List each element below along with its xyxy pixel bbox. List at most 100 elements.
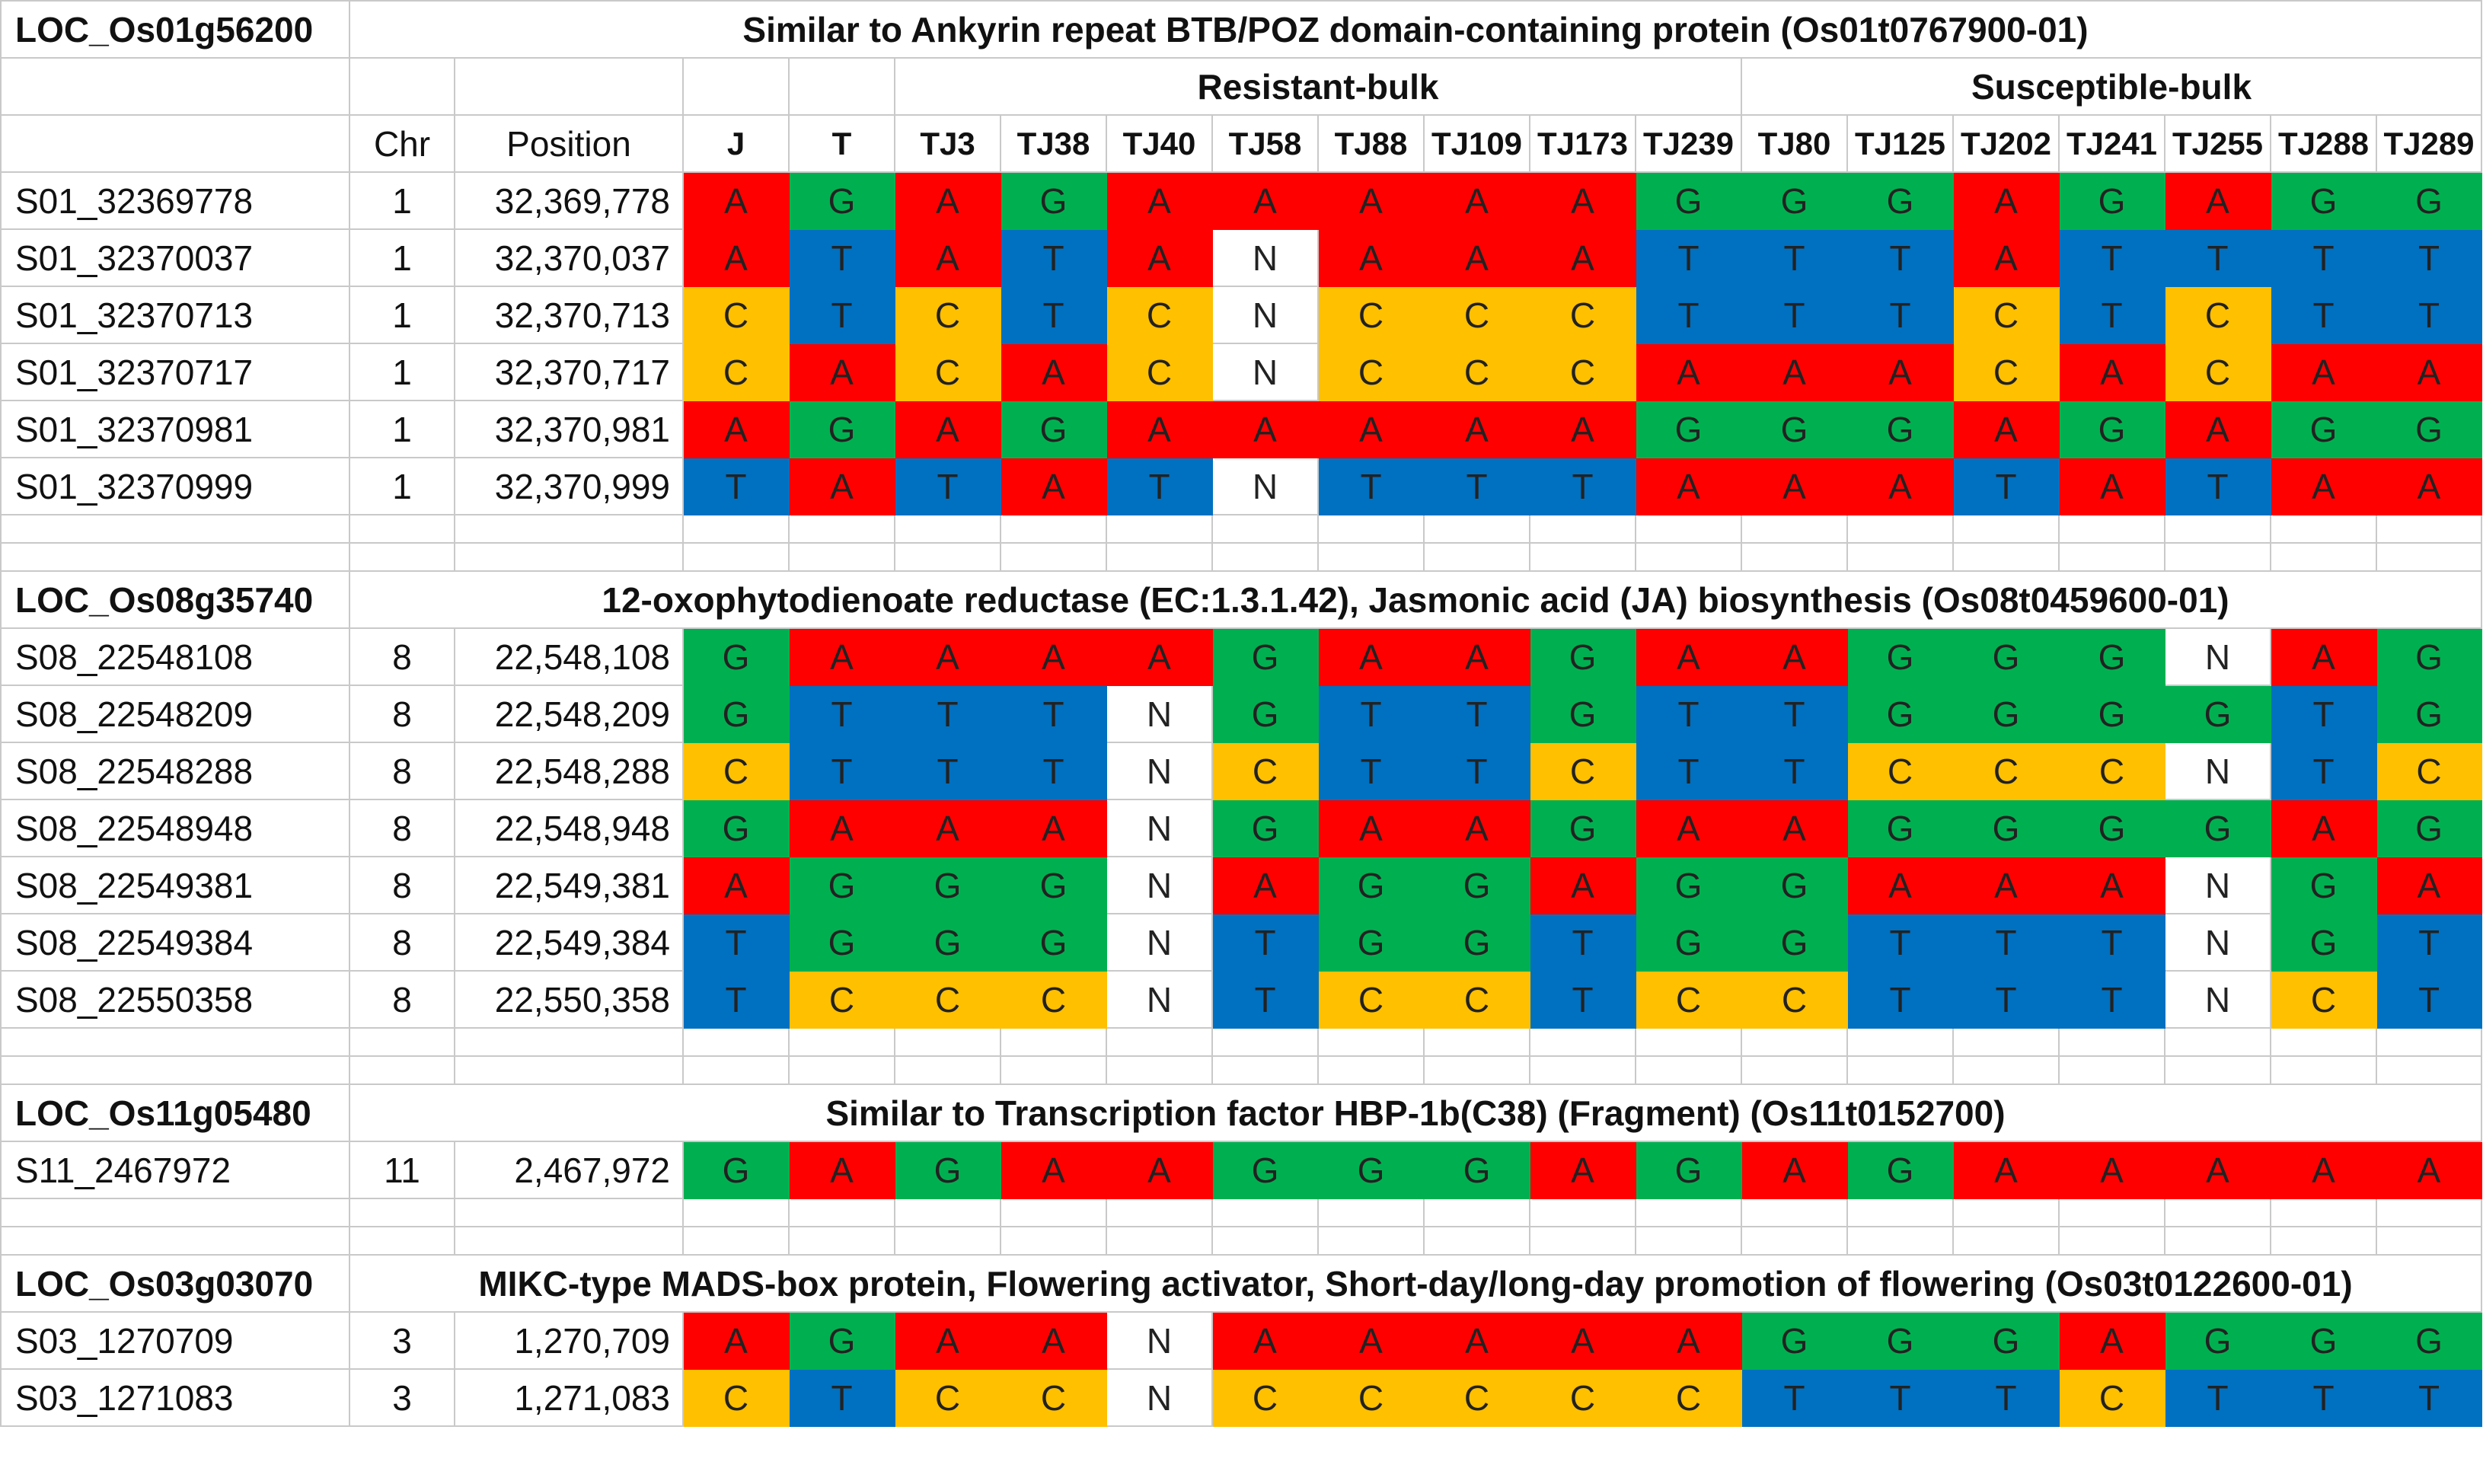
genotype-cell: A — [682, 400, 790, 458]
empty-cell — [1741, 1027, 1848, 1057]
genotype-cell: G — [788, 856, 895, 914]
genotype-cell: G — [2376, 799, 2482, 857]
empty-cell — [349, 1198, 455, 1227]
position-header: Position — [454, 114, 684, 173]
gene-header-row: LOC_Os01g56200 Similar to Ankyrin repeat … — [0, 0, 2482, 59]
genotype-cell: C — [894, 1368, 1001, 1427]
genotype-cell: T — [1846, 913, 1954, 972]
empty-cell — [1846, 514, 1954, 544]
genotype-cell: T — [2270, 1368, 2377, 1427]
gene-description: MIKC-type MADS-box protein, Flowering ac… — [349, 1254, 2482, 1313]
gene-header-row: LOC_Os08g35740 12-oxophytodienoate reduct… — [0, 570, 2482, 629]
genotype-cell: N — [2164, 627, 2271, 686]
genotype-cell: A — [1106, 171, 1213, 230]
snp-id: S08_22549381 — [0, 856, 350, 914]
empty-cell — [454, 57, 684, 116]
empty-cell — [1635, 1198, 1742, 1227]
empty-cell — [1952, 542, 2060, 572]
sample-header: TJ173 — [1529, 114, 1636, 173]
chromosome: 1 — [349, 286, 455, 344]
genotype-cell: C — [2164, 343, 2271, 401]
snp-row: S08_22549381 8 22,549,381 A G G G N A G G A G G A A A N G A — [0, 856, 2482, 914]
empty-cell — [788, 514, 895, 544]
genotype-cell: C — [1211, 1368, 1319, 1427]
empty-cell — [1211, 542, 1319, 572]
genotype-cell: G — [1423, 856, 1530, 914]
empty-cell — [2164, 1027, 2271, 1057]
genotype-cell: G — [682, 1141, 790, 1199]
genotype-cell: G — [1846, 799, 1954, 857]
snp-row: S01_32370999 1 32,370,999 T A T A T N T T T A A A T A T A A — [0, 457, 2482, 515]
genotype-cell: A — [1317, 400, 1425, 458]
empty-cell — [894, 1055, 1001, 1085]
sample-header: TJ288 — [2270, 114, 2377, 173]
table-body: LOC_Os01g56200 Similar to Ankyrin repeat … — [0, 0, 2482, 1427]
genotype-cell: C — [1952, 742, 2060, 800]
chromosome: 3 — [349, 1368, 455, 1427]
genotype-cell: G — [1211, 685, 1319, 743]
empty-cell — [1106, 542, 1213, 572]
genotype-cell: G — [1952, 1311, 2060, 1370]
genotype-cell: A — [894, 1311, 1001, 1370]
genotype-cell: G — [1529, 799, 1636, 857]
empty-cell — [1741, 1055, 1848, 1085]
genotype-cell: T — [1317, 742, 1425, 800]
genotype-cell: T — [1423, 457, 1530, 515]
genotype-cell: T — [1211, 913, 1319, 972]
position: 22,549,384 — [454, 913, 684, 972]
genotype-cell: A — [1741, 343, 1848, 401]
genotype-cell: A — [894, 627, 1001, 686]
genotype-cell: G — [2058, 799, 2165, 857]
column-header-row: Chr Position J T TJ3 TJ38 TJ40 TJ58 TJ88 TJ109 TJ1… — [0, 114, 2482, 173]
genotype-cell: G — [788, 171, 895, 230]
snp-row: S08_22550358 8 22,550,358 T C C C N T C C T C C T T T N C T — [0, 970, 2482, 1029]
snp-id: S08_22549384 — [0, 913, 350, 972]
chromosome: 8 — [349, 913, 455, 972]
genotype-cell: T — [1423, 685, 1530, 743]
genotype-cell: G — [1317, 913, 1425, 972]
group-header-row: Resistant-bulk Susceptible-bulk — [0, 57, 2482, 116]
chromosome: 11 — [349, 1141, 455, 1199]
empty-cell — [1211, 1027, 1319, 1057]
snp-row: S01_32370713 1 32,370,713 C T C T C N C C C T T T C T C T T — [0, 286, 2482, 344]
snp-row: S01_32370037 1 32,370,037 A T A T A N A A A T T T A T T T T — [0, 228, 2482, 287]
empty-cell — [1846, 1226, 1954, 1256]
genotype-cell: A — [1741, 799, 1848, 857]
genotype-cell: C — [1635, 1368, 1742, 1427]
sample-header: TJ58 — [1211, 114, 1319, 173]
spacer-row — [0, 1198, 2482, 1227]
genotype-cell: G — [1635, 171, 1742, 230]
empty-cell — [2058, 1198, 2165, 1227]
genotype-cell: C — [1952, 343, 2060, 401]
empty-cell — [2376, 1055, 2482, 1085]
empty-cell — [2270, 514, 2377, 544]
empty-cell — [682, 1027, 790, 1057]
genotype-cell: A — [2270, 343, 2377, 401]
genotype-cell: T — [788, 286, 895, 344]
genotype-cell: A — [1000, 1311, 1107, 1370]
genotype-cell: T — [2058, 970, 2165, 1029]
empty-cell — [2376, 1198, 2482, 1227]
gene-locus: LOC_Os01g56200 — [0, 0, 350, 59]
genotype-cell: C — [1423, 970, 1530, 1029]
genotype-cell: G — [1741, 1311, 1848, 1370]
empty-cell — [1317, 1027, 1425, 1057]
empty-cell — [2376, 1027, 2482, 1057]
genotype-cell: G — [1211, 799, 1319, 857]
empty-cell — [1529, 1226, 1636, 1256]
gene-description: Similar to Transcription factor HBP-1b(C… — [349, 1083, 2482, 1142]
sample-header: TJ255 — [2164, 114, 2271, 173]
genotype-cell: A — [1423, 400, 1530, 458]
genotype-cell: A — [1423, 1311, 1530, 1370]
genotype-cell: A — [788, 1141, 895, 1199]
snp-row: S03_1270709 3 1,270,709 A G A A N A A A A A G G G A G G G — [0, 1311, 2482, 1370]
resistant-bulk-label: Resistant-bulk — [894, 57, 1742, 116]
genotype-cell: G — [1529, 685, 1636, 743]
position: 22,549,381 — [454, 856, 684, 914]
genotype-cell: G — [1846, 400, 1954, 458]
genotype-cell: T — [2376, 913, 2482, 972]
genotype-cell: A — [1529, 400, 1636, 458]
empty-cell — [894, 1198, 1001, 1227]
genotype-cell: T — [1635, 742, 1742, 800]
genotype-cell: A — [682, 171, 790, 230]
